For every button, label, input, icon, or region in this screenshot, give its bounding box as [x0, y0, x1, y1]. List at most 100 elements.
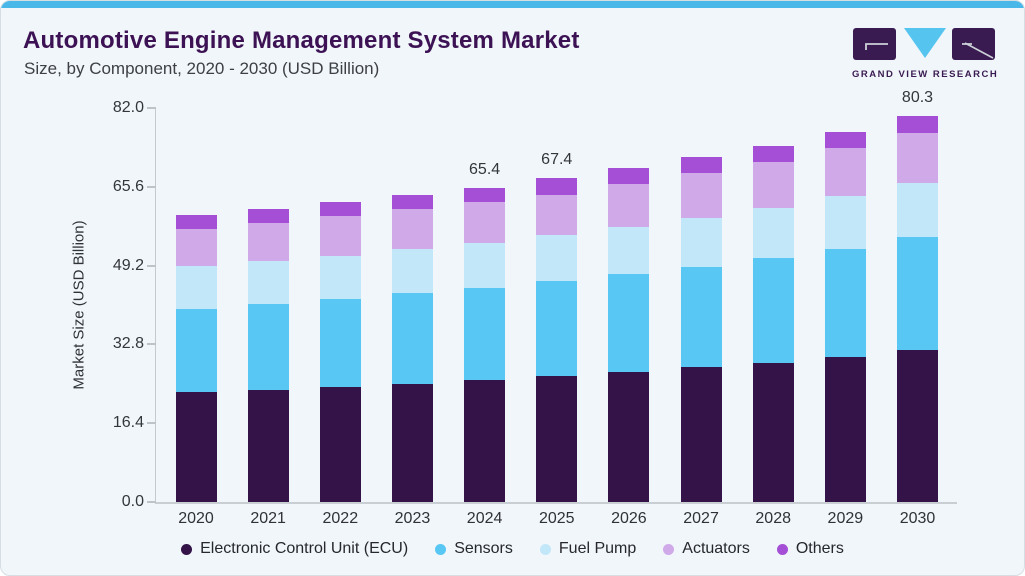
bar-2024 — [464, 187, 506, 502]
top-accent-stripe — [1, 1, 1024, 8]
bar-segment-sensors — [247, 304, 289, 390]
legend-item: Electronic Control Unit (ECU) — [181, 540, 408, 558]
bar-segment-fuel-pump — [897, 183, 938, 237]
bar-segment-others — [608, 167, 650, 185]
x-tick-label: 2022 — [322, 510, 359, 527]
bar-2026 — [608, 167, 650, 502]
y-tick-mark — [147, 501, 156, 503]
x-tick-label: 2030 — [899, 510, 936, 527]
bar-2030 — [897, 116, 938, 502]
bar-segment-actuators — [464, 202, 506, 243]
chart-legend: Electronic Control Unit (ECU) Sensors Fuel… — [1, 536, 1024, 562]
bar-segment-others — [319, 202, 361, 217]
bar-segment-others — [464, 187, 506, 203]
legend-dot-icon — [435, 543, 447, 555]
bar-segment-fuel-pump — [247, 260, 289, 305]
gvr-logo: GRAND VIEW RESEARCH — [852, 28, 999, 80]
y-tick-label: 65.6 — [112, 177, 144, 195]
bar-segment-sensors — [391, 293, 433, 384]
x-tick-label: 2021 — [250, 510, 286, 527]
x-tick-label: 2029 — [827, 510, 864, 527]
bar-segment-sensors — [536, 281, 578, 376]
legend-label: Electronic Control Unit (ECU) — [200, 540, 409, 557]
bar-segment-sensors — [680, 266, 722, 368]
bar-2025 — [536, 178, 578, 502]
page-title: Automotive Engine Management System Mark… — [23, 27, 580, 54]
x-tick-label: 2020 — [178, 510, 214, 527]
bar-segment-electronic-control-unit-ecu — [608, 371, 650, 502]
bar-segment-sensors — [608, 274, 650, 372]
y-axis-title: Market Size (USD Billion) — [70, 220, 88, 390]
bar-2027 — [680, 157, 722, 502]
legend-item: Fuel Pump — [539, 540, 637, 558]
bar-segment-actuators — [247, 222, 289, 261]
bar-segment-electronic-control-unit-ecu — [897, 349, 938, 502]
bar-2023 — [391, 194, 433, 502]
bar-2020 — [175, 215, 217, 502]
bar-segment-fuel-pump — [680, 218, 722, 267]
x-tick-label: 2028 — [755, 510, 791, 527]
bar-segment-electronic-control-unit-ecu — [536, 375, 578, 502]
bar-segment-others — [897, 116, 938, 133]
legend-dot-icon — [181, 543, 193, 555]
bar-segment-sensors — [897, 236, 938, 350]
bar-segment-fuel-pump — [824, 196, 866, 249]
bar-segment-others — [536, 178, 578, 195]
bar-segment-fuel-pump — [464, 242, 506, 289]
bar-segment-actuators — [824, 147, 866, 197]
bar-segment-actuators — [608, 184, 650, 227]
y-tick-mark — [147, 343, 156, 346]
bar-segment-electronic-control-unit-ecu — [464, 380, 506, 502]
bar-segment-fuel-pump — [319, 255, 361, 300]
bar-segment-sensors — [319, 299, 361, 388]
bar-segment-actuators — [897, 133, 938, 184]
legend-label: Actuators — [682, 540, 750, 557]
bar-segment-others — [247, 208, 289, 223]
bar-segment-fuel-pump — [536, 235, 578, 282]
legend-item: Others — [776, 540, 844, 558]
bar-segment-electronic-control-unit-ecu — [680, 367, 722, 502]
bar-segment-sensors — [175, 309, 217, 392]
legend-dot-icon — [663, 543, 675, 555]
bar-segment-actuators — [175, 228, 217, 266]
plot-area: 0.0 16.4 32.8 49.2 65.6 82.0 2020 2021 2022 2023 2… — [113, 89, 957, 527]
bar-segment-sensors — [824, 248, 866, 357]
bar-segment-electronic-control-unit-ecu — [175, 391, 217, 502]
bar-segment-electronic-control-unit-ecu — [319, 387, 361, 502]
bar-segment-sensors — [464, 288, 506, 381]
legend-dot-icon — [776, 543, 788, 555]
bar-segment-electronic-control-unit-ecu — [752, 363, 794, 502]
bar-total-label: 67.4 — [541, 151, 573, 169]
bar-2028 — [752, 145, 794, 502]
bar-segment-others — [680, 157, 722, 174]
legend-label: Sensors — [454, 540, 513, 557]
legend-item: Actuators — [663, 540, 750, 558]
y-tick-mark — [147, 422, 156, 425]
x-tick-label: 2023 — [394, 510, 431, 527]
gvr-logo-mark — [853, 28, 995, 60]
bar-segment-electronic-control-unit-ecu — [391, 383, 433, 502]
bar-segment-sensors — [752, 258, 794, 364]
bar-segment-others — [175, 215, 217, 229]
bar-segment-actuators — [391, 209, 433, 250]
bar-segment-others — [391, 194, 433, 210]
y-tick-label: 32.8 — [112, 335, 144, 353]
x-tick-label: 2024 — [466, 510, 503, 527]
bar-segment-fuel-pump — [752, 208, 794, 259]
y-tick-mark — [147, 107, 156, 109]
legend-item: Sensors — [435, 540, 513, 558]
bar-segment-actuators — [752, 161, 794, 209]
gvr-logo-text: GRAND VIEW RESEARCH — [852, 69, 999, 80]
x-tick-label: 2027 — [683, 510, 719, 527]
legend-label: Fuel Pump — [558, 540, 637, 557]
bar-segment-fuel-pump — [175, 265, 217, 310]
y-tick-label: 82.0 — [112, 99, 144, 116]
y-tick-label: 0.0 — [121, 493, 144, 510]
bar-segment-electronic-control-unit-ecu — [824, 356, 866, 502]
bar-segment-fuel-pump — [608, 226, 650, 275]
y-tick-label: 49.2 — [112, 256, 144, 274]
x-tick-label: 2025 — [538, 510, 575, 527]
bar-segment-actuators — [680, 173, 722, 219]
bar-2029 — [824, 131, 866, 502]
